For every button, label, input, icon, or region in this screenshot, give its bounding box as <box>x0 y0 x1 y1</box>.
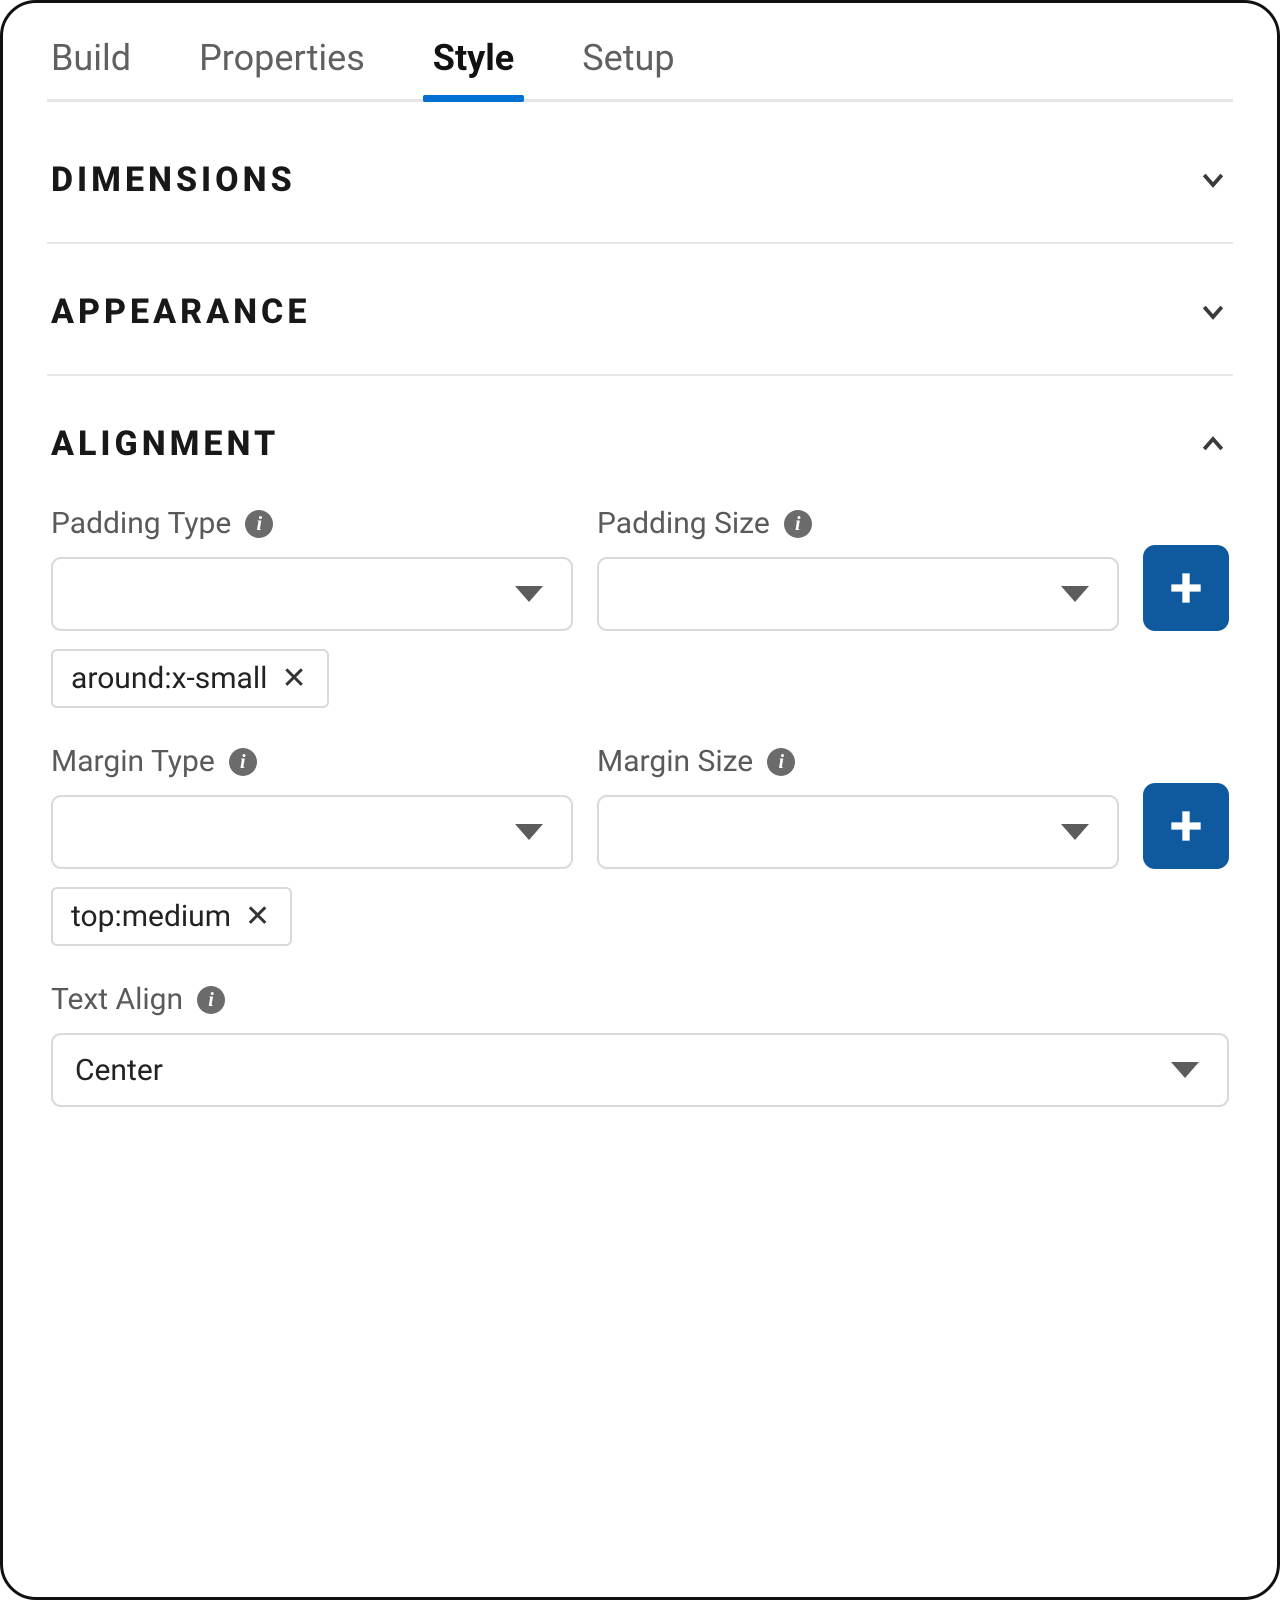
margin-type-select[interactable] <box>51 795 573 869</box>
padding-row: Padding Type i Padding Size i <box>51 506 1229 631</box>
tab-style[interactable]: Style <box>429 27 518 99</box>
info-icon[interactable]: i <box>767 748 795 776</box>
section-alignment-header[interactable]: ALIGNMENT <box>47 376 1233 506</box>
padding-type-label: Padding Type i <box>51 506 573 541</box>
margin-size-label-text: Margin Size <box>597 744 753 779</box>
text-align-value: Center <box>75 1053 1171 1088</box>
caret-down-icon <box>1171 1062 1199 1078</box>
padding-chip-label: around:x-small <box>71 661 267 696</box>
padding-size-select[interactable] <box>597 557 1119 631</box>
caret-down-icon <box>1061 824 1089 840</box>
section-appearance-header[interactable]: APPEARANCE <box>47 244 1233 374</box>
margin-chip-label: top:medium <box>71 899 231 934</box>
section-alignment: ALIGNMENT Padding Type i <box>47 376 1233 1117</box>
chevron-down-icon <box>1197 296 1229 328</box>
tab-build[interactable]: Build <box>47 27 135 99</box>
text-align-label: Text Align i <box>51 982 1229 1017</box>
info-icon[interactable]: i <box>784 510 812 538</box>
section-alignment-title: ALIGNMENT <box>51 424 279 464</box>
padding-type-select[interactable] <box>51 557 573 631</box>
margin-chip: top:medium ✕ <box>51 887 292 946</box>
remove-margin-chip-button[interactable]: ✕ <box>243 902 272 932</box>
info-icon[interactable]: i <box>245 510 273 538</box>
padding-chip: around:x-small ✕ <box>51 649 329 708</box>
info-icon[interactable]: i <box>197 986 225 1014</box>
add-padding-button[interactable] <box>1143 545 1229 631</box>
section-dimensions-header[interactable]: DIMENSIONS <box>47 112 1233 242</box>
info-icon[interactable]: i <box>229 748 257 776</box>
margin-type-label: Margin Type i <box>51 744 573 779</box>
text-align-label-text: Text Align <box>51 982 183 1017</box>
text-align-select[interactable]: Center <box>51 1033 1229 1107</box>
section-alignment-body: Padding Type i Padding Size i <box>47 506 1233 1117</box>
margin-size-select[interactable] <box>597 795 1119 869</box>
padding-size-label-text: Padding Size <box>597 506 770 541</box>
chevron-up-icon <box>1197 428 1229 460</box>
section-appearance: APPEARANCE <box>47 244 1233 376</box>
margin-type-label-text: Margin Type <box>51 744 215 779</box>
chevron-down-icon <box>1197 164 1229 196</box>
padding-size-label: Padding Size i <box>597 506 1119 541</box>
caret-down-icon <box>515 824 543 840</box>
section-dimensions-title: DIMENSIONS <box>51 160 296 200</box>
section-appearance-title: APPEARANCE <box>51 292 310 332</box>
add-margin-button[interactable] <box>1143 783 1229 869</box>
style-panel: Build Properties Style Setup DIMENSIONS … <box>0 0 1280 1600</box>
margin-chips: top:medium ✕ <box>51 887 1229 946</box>
caret-down-icon <box>515 586 543 602</box>
padding-type-label-text: Padding Type <box>51 506 231 541</box>
remove-padding-chip-button[interactable]: ✕ <box>279 664 308 694</box>
tab-setup[interactable]: Setup <box>578 27 678 99</box>
panel-tabs: Build Properties Style Setup <box>47 27 1233 102</box>
padding-chips: around:x-small ✕ <box>51 649 1229 708</box>
tab-properties[interactable]: Properties <box>195 27 369 99</box>
margin-row: Margin Type i Margin Size i <box>51 744 1229 869</box>
section-dimensions: DIMENSIONS <box>47 112 1233 244</box>
caret-down-icon <box>1061 586 1089 602</box>
margin-size-label: Margin Size i <box>597 744 1119 779</box>
